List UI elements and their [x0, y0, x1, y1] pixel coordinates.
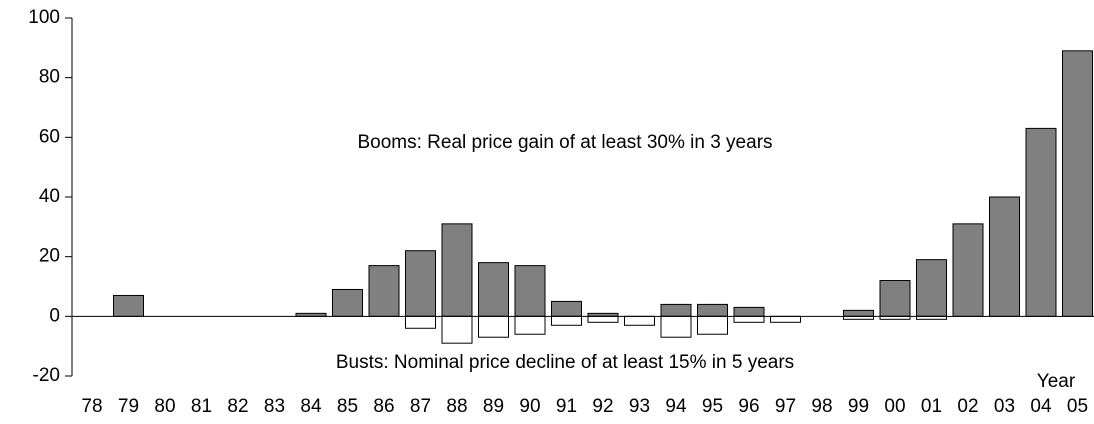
bar [733, 315, 765, 323]
bar [916, 259, 947, 317]
x-tick-label: 95 [702, 396, 723, 417]
x-tick-label: 05 [1067, 396, 1088, 417]
bar [405, 315, 436, 329]
x-tick-label: 83 [264, 396, 285, 417]
annotation: Busts: Nominal price decline of at least… [336, 352, 794, 373]
x-tick-label: 86 [373, 396, 394, 417]
x-tick-label: 78 [81, 396, 102, 417]
bar [405, 250, 436, 317]
x-tick-label: 00 [884, 396, 905, 417]
x-tick-label: 97 [775, 396, 796, 417]
bar [368, 265, 400, 317]
y-tick-label: 80 [39, 67, 60, 88]
bar [843, 309, 874, 317]
bar [697, 315, 728, 335]
x-tick-label: 01 [921, 396, 942, 417]
annotation: Booms: Real price gain of at least 30% i… [357, 132, 772, 153]
bar [697, 303, 728, 317]
bar [770, 315, 801, 323]
bar [441, 315, 473, 344]
x-axis-label: Year [1037, 371, 1076, 392]
bar [660, 303, 692, 317]
bar [587, 315, 619, 323]
bar [1025, 127, 1057, 317]
x-tick-label: 93 [629, 396, 650, 417]
x-tick-label: 79 [118, 396, 139, 417]
bar [478, 315, 509, 338]
x-tick-label: 89 [483, 396, 504, 417]
x-tick-label: 03 [994, 396, 1015, 417]
bar [1062, 50, 1093, 317]
x-tick-label: 87 [410, 396, 431, 417]
bar [624, 315, 655, 326]
bar [514, 315, 546, 335]
x-tick-label: 91 [556, 396, 577, 417]
bar [332, 288, 363, 317]
x-tick-label: 84 [300, 396, 322, 417]
x-tick-label: 92 [592, 396, 613, 417]
bar [660, 315, 692, 338]
x-tick-label: 80 [154, 396, 175, 417]
y-tick-label: 20 [39, 246, 60, 267]
bar [478, 262, 509, 317]
x-tick-label: 98 [811, 396, 832, 417]
bar [514, 265, 546, 317]
bar [879, 280, 911, 317]
bar [989, 196, 1020, 317]
y-tick-label: -20 [33, 365, 60, 386]
y-tick-label: 40 [39, 186, 60, 207]
y-tick-label: 60 [39, 126, 60, 147]
x-tick-label: 85 [337, 396, 358, 417]
x-tick-label: 88 [446, 396, 467, 417]
x-tick-label: 82 [227, 396, 248, 417]
bar [551, 315, 582, 326]
y-tick-label: 0 [49, 305, 60, 326]
y-tick-label: 100 [28, 7, 60, 28]
bar [952, 223, 984, 317]
x-tick-label: 96 [738, 396, 759, 417]
x-tick-label: 02 [957, 396, 978, 417]
bar [113, 294, 144, 317]
bar [441, 223, 473, 317]
x-tick-label: 04 [1030, 396, 1052, 417]
x-tick-label: 99 [848, 396, 869, 417]
x-tick-label: 90 [519, 396, 540, 417]
bar [733, 306, 765, 317]
x-tick-label: 81 [191, 396, 212, 417]
bar [551, 300, 582, 317]
x-tick-label: 94 [665, 396, 687, 417]
